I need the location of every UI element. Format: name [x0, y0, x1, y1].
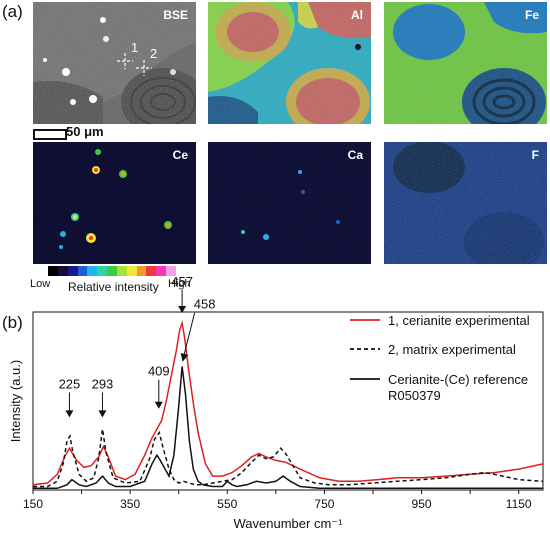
- colorbar-swatch: [97, 266, 108, 276]
- f-map: F: [384, 142, 547, 264]
- annotation-arrowhead: [178, 306, 187, 313]
- colorbar-title: Relative intensity: [68, 280, 159, 294]
- x-tick-label: 550: [217, 497, 237, 511]
- plot-frame: [32, 311, 544, 491]
- colorbar-swatch: [166, 266, 176, 276]
- colorbar-swatch: [57, 266, 68, 276]
- ce-map: Ce: [33, 142, 196, 264]
- map-label-ca: Ca: [347, 148, 363, 162]
- panel-b-tag: (b): [2, 313, 23, 332]
- map-label-f: F: [531, 148, 539, 162]
- map-label-fe: Fe: [524, 8, 539, 22]
- colorbar-swatch: [156, 266, 167, 276]
- colorbar-swatch: [67, 266, 78, 276]
- colorbar-swatch: [146, 266, 157, 276]
- legend-label: Cerianite-(Ce) reference: [388, 372, 528, 387]
- annotation-arrowhead: [154, 401, 163, 409]
- x-axis-label: Wavenumber cm⁻¹: [234, 516, 344, 531]
- legend-label: 1, cerianite experimental: [388, 313, 530, 328]
- peak-annotation-457: 457: [171, 274, 193, 289]
- colorbar-swatch: [116, 266, 127, 276]
- map-label-bse: BSE: [163, 8, 188, 22]
- peak-annotation-293: 293: [92, 376, 114, 391]
- x-tick-label: 150: [23, 497, 43, 511]
- colorbar-swatch: [107, 266, 117, 276]
- series-line-2: [33, 428, 544, 488]
- series-line-1: [32, 320, 544, 486]
- colorbar-high-label: High: [168, 278, 191, 290]
- point-1-label: 1: [131, 40, 139, 55]
- map-label-al: Al: [351, 8, 363, 22]
- x-tick-label: 1150: [506, 497, 532, 511]
- x-tick-label: 950: [412, 497, 432, 511]
- colorbar-swatch: [48, 266, 58, 276]
- annotation-arrow-line: [182, 312, 196, 361]
- y-axis-label: Intensity (a.u.): [8, 360, 23, 442]
- colorbar-swatch: [126, 266, 137, 276]
- colorbar-low-label: Low: [30, 278, 51, 290]
- scale-bar-label: 50 μm: [66, 124, 104, 139]
- ca-map: Ca: [208, 142, 371, 264]
- bse-map: BSE 1 2: [33, 2, 196, 124]
- map-label-ce: Ce: [172, 148, 188, 162]
- legend-label: 2, matrix experimental: [388, 342, 516, 357]
- colorbar-swatch: [77, 266, 88, 276]
- colorbar: [48, 266, 176, 276]
- scale-bar: [33, 129, 67, 140]
- colorbar-swatch: [136, 266, 147, 276]
- fe-map: Fe: [384, 2, 547, 124]
- annotation-arrowhead: [65, 410, 74, 418]
- annotation-arrowhead: [180, 352, 189, 362]
- x-tick-label: 750: [314, 497, 334, 511]
- legend-label: R050379: [388, 388, 441, 403]
- x-tick-label: 350: [120, 497, 140, 511]
- panel-a-tag: (a): [2, 2, 23, 21]
- colorbar-swatch: [87, 266, 98, 276]
- point-2-label: 2: [150, 46, 158, 61]
- annotation-arrowhead: [98, 410, 107, 418]
- peak-annotation-409: 409: [148, 364, 170, 379]
- series-line-3: [33, 366, 543, 490]
- peak-annotation-458: 458: [194, 297, 216, 312]
- peak-annotation-225: 225: [59, 376, 81, 391]
- al-map: Al: [208, 2, 371, 124]
